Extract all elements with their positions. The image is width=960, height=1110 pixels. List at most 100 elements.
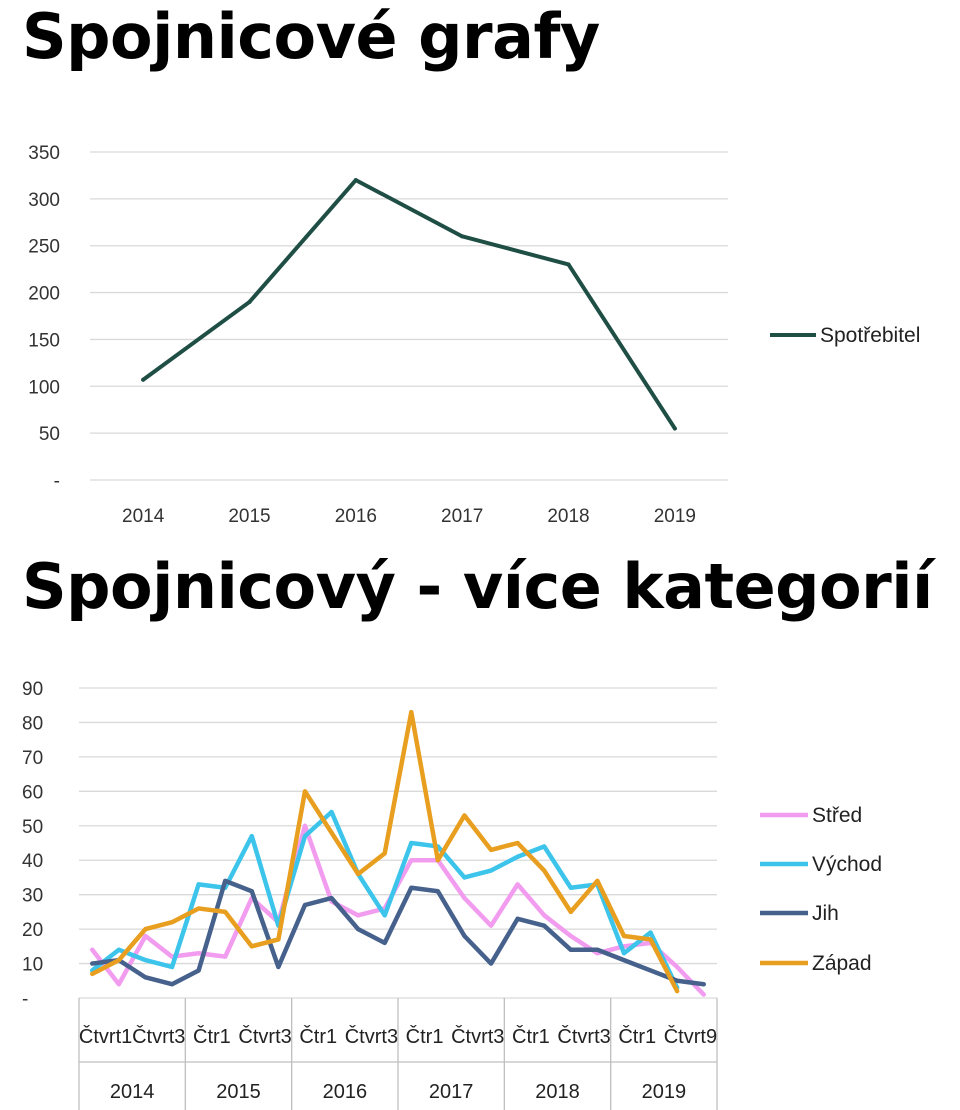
series-line <box>90 809 680 990</box>
data-point <box>489 923 494 928</box>
data-point <box>196 882 201 887</box>
data-point <box>302 789 307 794</box>
x-quarter-label: Čtvrt3 <box>557 1025 610 1048</box>
chart-title-bottom: Spojnicový - více kategorií <box>22 550 933 623</box>
data-point <box>566 262 571 267</box>
data-point <box>489 847 494 852</box>
data-point <box>515 916 520 921</box>
category-axis <box>78 998 718 1110</box>
data-point <box>462 813 467 818</box>
x-quarter-label: Čtvrt3 <box>238 1025 291 1048</box>
data-point <box>90 971 95 976</box>
line-chart-single: - 50 100 150 200 250 300 350 2014 2015 2016 2017 201… <box>28 143 920 527</box>
legend-label: Střed <box>812 804 862 827</box>
data-point <box>595 947 600 952</box>
series-line <box>90 878 706 987</box>
x-tick-label: 2016 <box>335 506 377 527</box>
data-point <box>143 927 148 932</box>
data-point <box>223 878 228 883</box>
data-point <box>595 878 600 883</box>
data-point <box>196 968 201 973</box>
y-tick-label: 50 <box>22 817 43 838</box>
x-quarter-label: Čtvrt9 <box>664 1025 717 1048</box>
data-point <box>489 961 494 966</box>
data-point <box>143 934 148 938</box>
y-tick-label: 350 <box>28 143 60 164</box>
x-year-label: 2016 <box>323 1081 368 1103</box>
data-point <box>116 958 121 963</box>
data-point <box>329 896 334 901</box>
x-quarter-label: Čtvrt3 <box>345 1025 398 1048</box>
data-point <box>409 858 414 863</box>
data-point <box>276 937 281 942</box>
data-point <box>675 989 680 994</box>
data-point <box>353 178 358 183</box>
data-point <box>249 834 254 839</box>
x-year-label: 2018 <box>535 1081 580 1103</box>
data-point <box>356 872 361 876</box>
data-point <box>196 906 201 911</box>
data-point <box>621 958 626 963</box>
data-point <box>382 913 387 918</box>
data-point <box>143 975 148 980</box>
data-point <box>568 934 573 938</box>
data-point <box>276 965 281 969</box>
chart-title-top: Spojnicové grafy <box>22 0 600 73</box>
data-point <box>648 968 653 973</box>
data-point <box>675 965 680 969</box>
data-point <box>141 377 146 382</box>
x-tick-label: 2019 <box>654 506 696 527</box>
data-point <box>223 909 228 914</box>
y-tick-label: 70 <box>22 748 43 769</box>
data-point <box>701 992 706 997</box>
data-point <box>409 710 414 715</box>
data-point <box>170 965 175 969</box>
data-point <box>515 854 520 859</box>
y-tick-label: - <box>22 989 28 1010</box>
legend-label: Spotřebitel <box>820 324 920 347</box>
x-tick-label: 2017 <box>441 506 483 527</box>
data-point <box>329 830 334 835</box>
y-tick-label: 200 <box>28 284 60 305</box>
data-point <box>621 934 626 938</box>
y-tick-label: 250 <box>28 237 60 258</box>
x-quarter-label: Čtvrt1 <box>79 1025 132 1048</box>
data-point <box>542 868 547 873</box>
data-point <box>223 954 228 959</box>
data-point <box>621 951 626 956</box>
data-point <box>90 947 95 952</box>
x-year-label: 2019 <box>642 1081 687 1103</box>
x-quarter-label: Čtr1 <box>512 1025 550 1048</box>
data-point <box>143 958 148 963</box>
data-point <box>302 834 307 839</box>
y-tick-label: 100 <box>28 377 60 398</box>
data-point <box>116 947 121 952</box>
data-point <box>302 823 307 828</box>
data-point <box>462 934 467 938</box>
data-point <box>356 913 361 918</box>
x-year-label: 2014 <box>110 1081 155 1103</box>
data-point <box>648 937 653 942</box>
y-tick-label: 20 <box>22 920 43 941</box>
x-tick-label: 2015 <box>228 506 270 527</box>
x-quarter-label: Čtr1 <box>299 1025 337 1048</box>
data-point <box>672 426 677 431</box>
data-point <box>409 885 414 890</box>
data-point <box>462 875 467 880</box>
y-tick-label: 150 <box>28 330 60 351</box>
data-point <box>542 844 547 849</box>
x-year-label: 2015 <box>216 1081 261 1103</box>
x-tick-label: 2018 <box>547 506 589 527</box>
x-tick-label: 2014 <box>122 506 165 527</box>
data-point <box>515 882 520 887</box>
y-tick-label: - <box>54 471 60 492</box>
x-year-label: 2017 <box>429 1081 474 1103</box>
y-tick-label: 40 <box>22 851 43 872</box>
data-point <box>382 851 387 856</box>
legend-label: Jih <box>812 902 839 925</box>
data-point <box>356 927 361 932</box>
data-point <box>675 978 680 983</box>
data-point <box>382 940 387 945</box>
data-point <box>462 896 467 901</box>
data-point <box>542 913 547 918</box>
